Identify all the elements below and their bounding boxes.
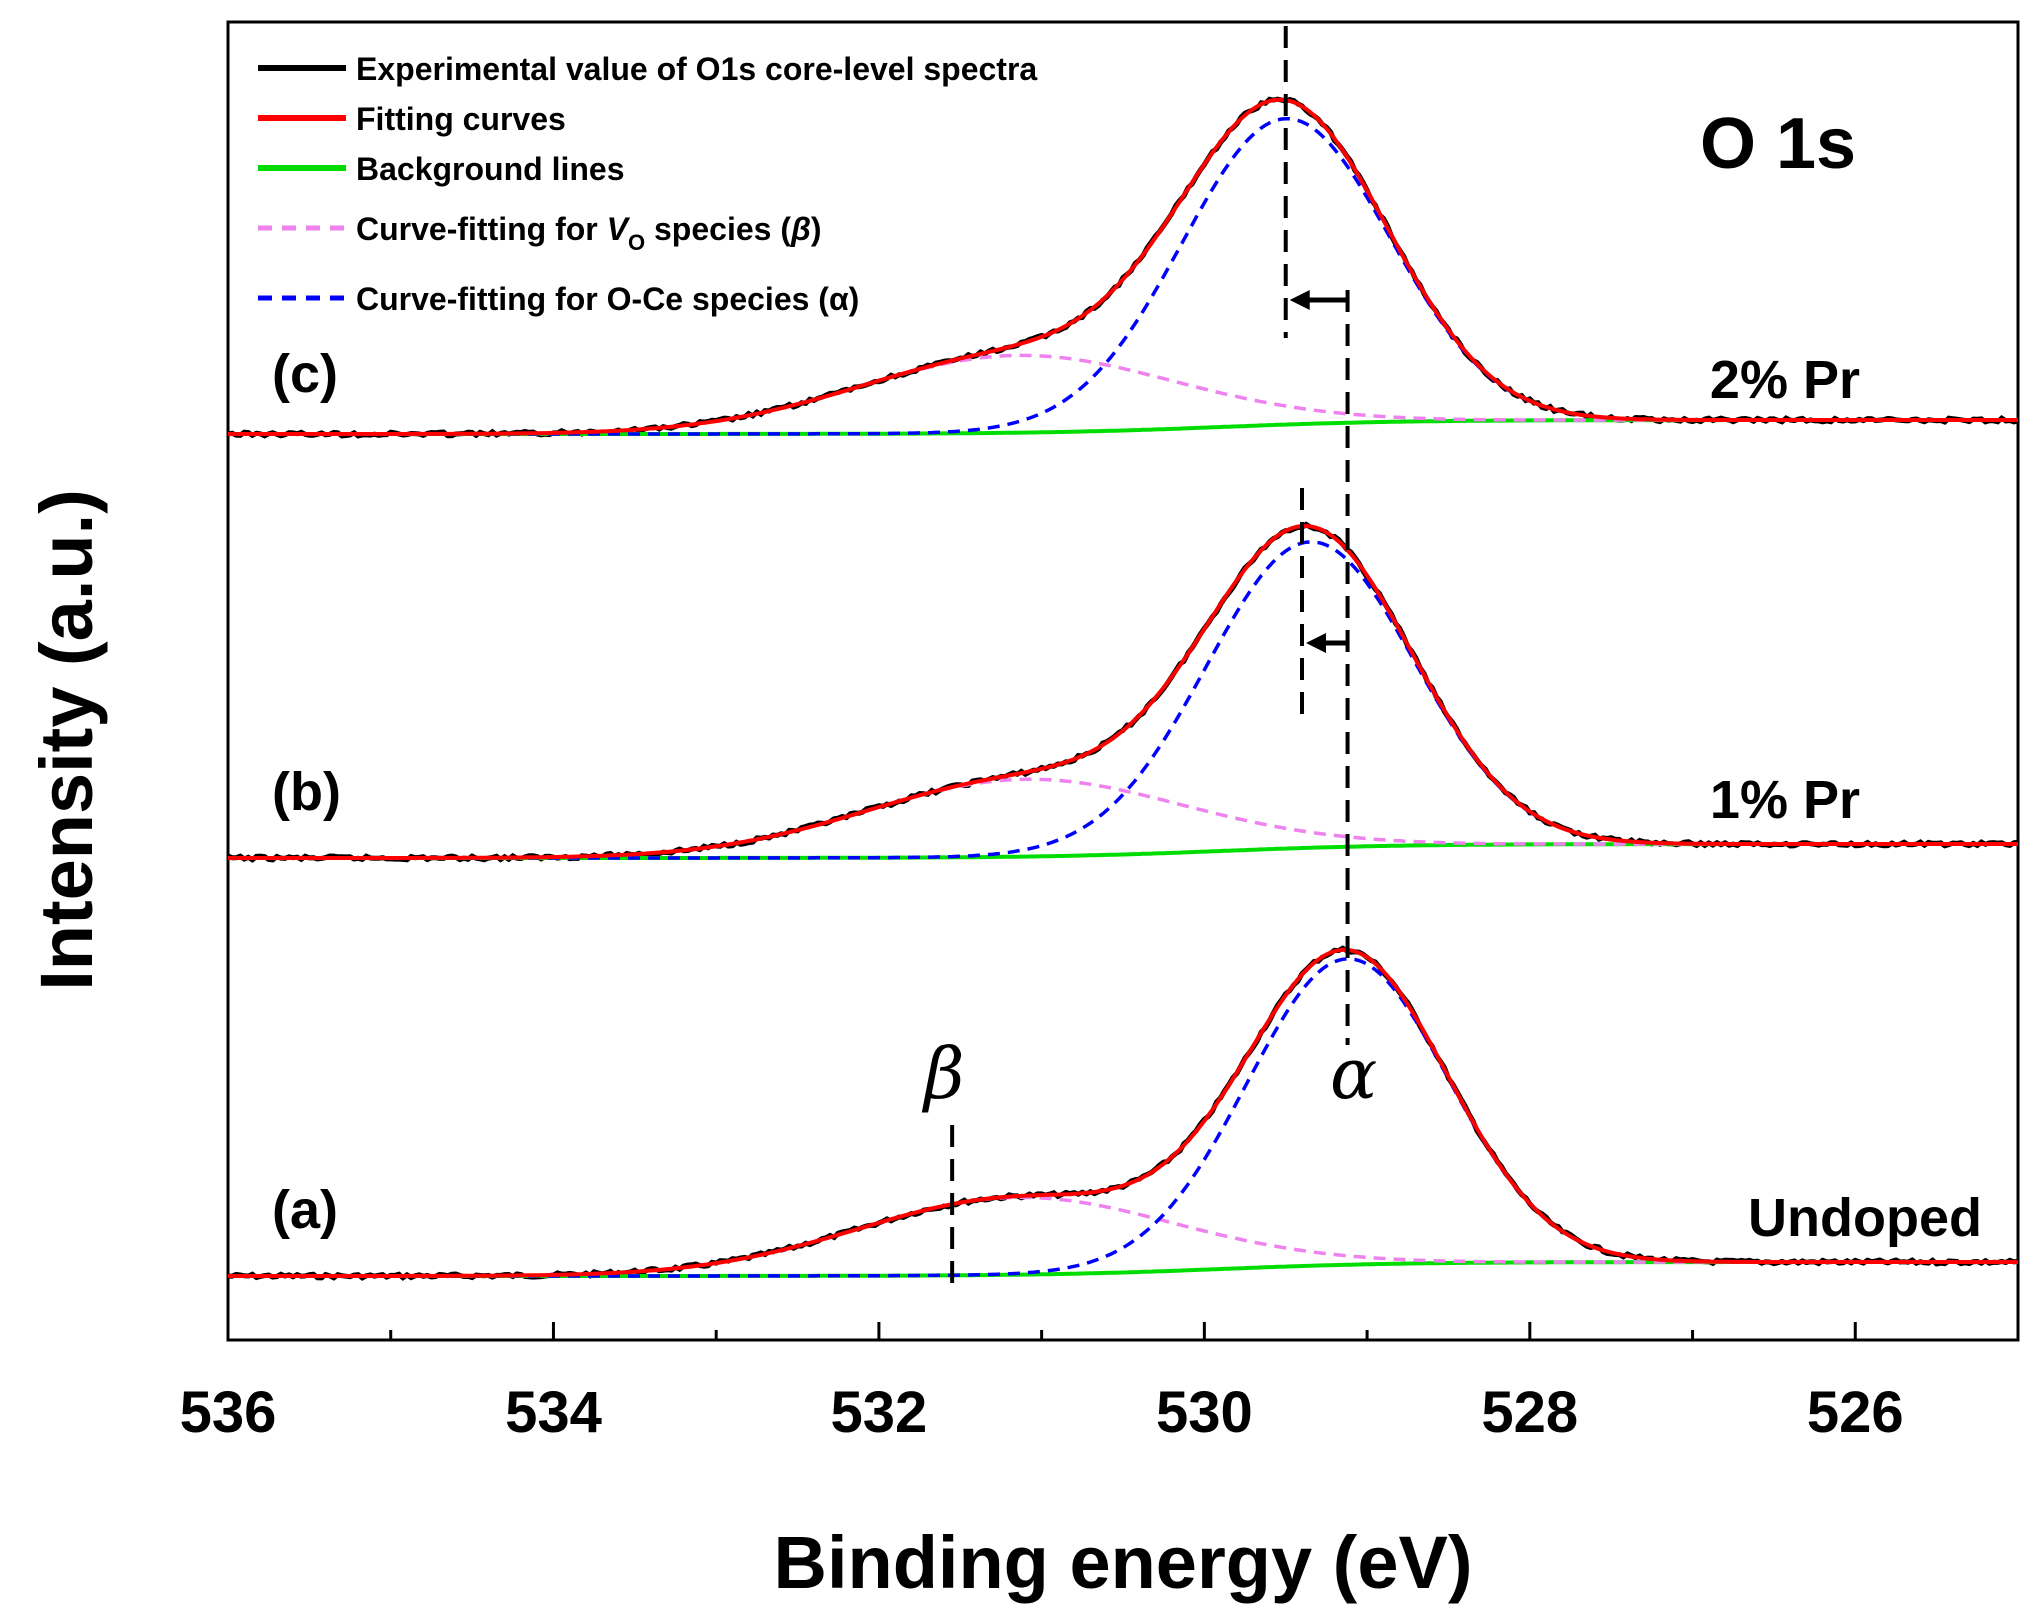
sample-name-label: Undoped — [1748, 1188, 1982, 1248]
panel-label: (a) — [272, 1180, 338, 1240]
x-tick-label: 534 — [505, 1380, 602, 1445]
x-axis-ticks — [226, 1322, 2020, 1340]
panel-c-shift-arrow-head — [1289, 290, 1310, 310]
panel-label: (b) — [272, 762, 341, 822]
x-axis-tick-labels: 536 534 532 530 528 526 — [180, 1380, 1904, 1445]
alpha-peak-label: α — [1330, 1033, 1377, 1115]
legend-label-background: Background lines — [356, 151, 625, 187]
x-tick-label: 526 — [1807, 1380, 1904, 1445]
core-level-label: O 1s — [1700, 104, 1856, 184]
shift-markers — [950, 26, 1350, 1285]
legend-label-experimental: Experimental value of O1s core-level spe… — [356, 51, 1037, 87]
sample-name-label: 2% Pr — [1710, 350, 1860, 410]
legend-label-vo-species: Curve-fitting for VO species (β) — [356, 211, 821, 255]
legend-label-oce-species: Curve-fitting for O-Ce species (α) — [356, 281, 859, 317]
legend: Experimental value of O1s core-level spe… — [258, 51, 1037, 317]
sample-name-label: 1% Pr — [1710, 770, 1860, 830]
spectra-curves — [228, 96, 2018, 1281]
x-tick-label: 532 — [831, 1380, 928, 1445]
plot-area-frame — [226, 20, 2020, 1342]
fitting-curve — [228, 97, 2018, 436]
x-tick-label: 530 — [1156, 1380, 1253, 1445]
fitting-curve — [228, 947, 2018, 1278]
panel-labels: (a) Undoped (b) 1% Pr (c) 2% Pr — [272, 344, 1982, 1248]
beta-peak-label: β — [921, 1033, 964, 1115]
x-tick-label: 536 — [180, 1380, 277, 1445]
panel-label: (c) — [272, 344, 338, 404]
legend-label-fitting: Fitting curves — [356, 101, 566, 137]
x-axis-title: Binding energy (eV) — [774, 1521, 1473, 1604]
x-tick-label: 528 — [1481, 1380, 1578, 1445]
fitting-curve — [228, 523, 2018, 860]
panel-b-shift-arrow-head — [1306, 633, 1326, 653]
y-axis-title: Intensity (a.u.) — [25, 489, 108, 991]
